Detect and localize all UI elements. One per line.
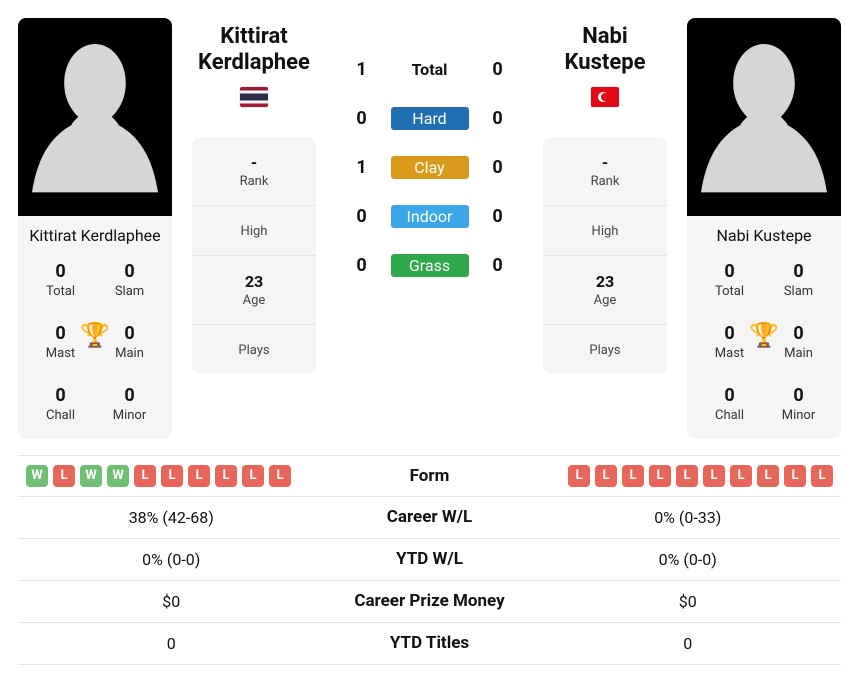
h2h-p1-indoor: 0 <box>350 206 374 227</box>
form-loss-chip: L <box>622 465 644 487</box>
player2-name: Nabi Kustepe <box>543 24 667 77</box>
form-loss-chip: L <box>568 465 590 487</box>
surface-hard: Hard <box>391 107 469 130</box>
h2h-p2-total: 0 <box>486 59 510 80</box>
p2-slam: 0Slam <box>764 261 833 299</box>
p2-minor: 0Minor <box>764 385 833 423</box>
player1-card-name: Kittirat Kerdlaphee <box>18 216 172 261</box>
player2-info-card: -Rank High 23Age Plays <box>543 137 667 374</box>
player2-name-col: Nabi Kustepe -Rank High 23Age Plays <box>543 18 667 374</box>
form-loss-chip: L <box>757 465 779 487</box>
trophy-icon: 🏆 <box>749 321 779 349</box>
row-career-prize: $0 Career Prize Money $0 <box>18 581 841 623</box>
h2h-column: 1 Total 0 0 Hard 0 1 Clay 0 0 Indoor 0 0… <box>336 18 523 277</box>
thailand-flag-icon <box>240 87 268 107</box>
trophy-icon: 🏆 <box>80 321 110 349</box>
p2-form: LLLLLLLLLL <box>539 465 838 487</box>
h2h-p2-grass: 0 <box>486 255 510 276</box>
player2-photo <box>687 18 841 216</box>
h2h-clay: 1 Clay 0 <box>350 156 510 179</box>
p2-ytd-titles: 0 <box>535 626 842 661</box>
row-ytd-wl: 0% (0-0) YTD W/L 0% (0-0) <box>18 539 841 581</box>
h2h-p1-grass: 0 <box>350 255 374 276</box>
h2h-p2-hard: 0 <box>486 108 510 129</box>
player1-info-card: -Rank High 23Age Plays <box>192 137 316 374</box>
form-loss-chip: L <box>730 465 752 487</box>
compare-table: WLWWLLLLLL Form LLLLLLLLLL 38% (42-68) C… <box>18 455 841 665</box>
p1-plays: Plays <box>192 325 316 374</box>
form-loss-chip: L <box>161 465 183 487</box>
label-ytd-wl: YTD W/L <box>325 549 535 569</box>
h2h-indoor: 0 Indoor 0 <box>350 205 510 228</box>
form-loss-chip: L <box>811 465 833 487</box>
player2-titles: 0Total 0Slam 0Mast 0Main 0Chall 0Minor 🏆 <box>687 261 841 439</box>
player1-photo <box>18 18 172 216</box>
p2-ytd-wl: 0% (0-0) <box>535 542 842 577</box>
form-win-chip: W <box>80 465 102 487</box>
h2h-total: 1 Total 0 <box>350 58 510 81</box>
h2h-p1-total: 1 <box>350 59 374 80</box>
p1-career-wl: 38% (42-68) <box>18 500 325 535</box>
form-loss-chip: L <box>676 465 698 487</box>
h2h-total-label: Total <box>391 58 469 81</box>
p2-rank: -Rank <box>543 137 667 206</box>
form-loss-chip: L <box>595 465 617 487</box>
form-loss-chip: L <box>188 465 210 487</box>
h2h-p1-hard: 0 <box>350 108 374 129</box>
p1-minor: 0Minor <box>95 385 164 423</box>
row-ytd-titles: 0 YTD Titles 0 <box>18 623 841 665</box>
player1-name: Kittirat Kerdlaphee <box>192 24 316 77</box>
p1-rank: -Rank <box>192 137 316 206</box>
player2-card: Nabi Kustepe 0Total 0Slam 0Mast 0Main 0C… <box>687 18 841 439</box>
p1-total: 0Total <box>26 261 95 299</box>
row-form: WLWWLLLLLL Form LLLLLLLLLL <box>18 455 841 497</box>
label-career-prize: Career Prize Money <box>325 591 535 611</box>
player2-card-name: Nabi Kustepe <box>687 216 841 261</box>
p1-career-prize: $0 <box>18 584 325 619</box>
form-loss-chip: L <box>53 465 75 487</box>
silhouette-icon <box>694 26 834 216</box>
p2-career-prize: $0 <box>535 584 842 619</box>
h2h-grass: 0 Grass 0 <box>350 254 510 277</box>
player1-name-col: Kittirat Kerdlaphee -Rank High 23Age Pla… <box>192 18 316 374</box>
form-loss-chip: L <box>134 465 156 487</box>
p2-chall: 0Chall <box>695 385 764 423</box>
h2h-hard: 0 Hard 0 <box>350 107 510 130</box>
p1-ytd-wl: 0% (0-0) <box>18 542 325 577</box>
row-career-wl: 38% (42-68) Career W/L 0% (0-33) <box>18 497 841 539</box>
p2-total: 0Total <box>695 261 764 299</box>
form-loss-chip: L <box>703 465 725 487</box>
form-loss-chip: L <box>784 465 806 487</box>
h2h-p1-clay: 1 <box>350 157 374 178</box>
p2-age: 23Age <box>543 256 667 325</box>
form-win-chip: W <box>26 465 48 487</box>
player1-titles: 0Total 0Slam 0Mast 0Main 0Chall 0Minor 🏆 <box>18 261 172 439</box>
p1-age: 23Age <box>192 256 316 325</box>
p2-career-wl: 0% (0-33) <box>535 500 842 535</box>
p2-plays: Plays <box>543 325 667 374</box>
player1-card: Kittirat Kerdlaphee 0Total 0Slam 0Mast 0… <box>18 18 172 439</box>
form-loss-chip: L <box>215 465 237 487</box>
turkey-flag-icon <box>591 87 619 107</box>
form-loss-chip: L <box>649 465 671 487</box>
p1-chall: 0Chall <box>26 385 95 423</box>
p1-slam: 0Slam <box>95 261 164 299</box>
label-career-wl: Career W/L <box>325 507 535 527</box>
top-row: Kittirat Kerdlaphee 0Total 0Slam 0Mast 0… <box>18 18 841 439</box>
label-form: Form <box>325 466 535 486</box>
form-win-chip: W <box>107 465 129 487</box>
silhouette-icon <box>25 26 165 216</box>
form-loss-chip: L <box>269 465 291 487</box>
h2h-p2-clay: 0 <box>486 157 510 178</box>
p1-form: WLWWLLLLLL <box>22 465 321 487</box>
h2h-p2-indoor: 0 <box>486 206 510 227</box>
surface-clay: Clay <box>391 156 469 179</box>
label-ytd-titles: YTD Titles <box>325 633 535 653</box>
form-loss-chip: L <box>242 465 264 487</box>
p2-high: High <box>543 206 667 256</box>
p1-ytd-titles: 0 <box>18 626 325 661</box>
surface-indoor: Indoor <box>391 205 469 228</box>
p1-high: High <box>192 206 316 256</box>
surface-grass: Grass <box>391 254 469 277</box>
